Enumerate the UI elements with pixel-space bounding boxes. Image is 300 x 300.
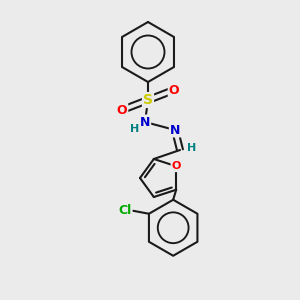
Text: O: O — [117, 103, 127, 116]
Text: O: O — [172, 161, 181, 171]
Text: H: H — [130, 124, 140, 134]
Text: H: H — [188, 143, 196, 153]
Text: S: S — [143, 93, 153, 107]
Text: N: N — [170, 124, 180, 136]
Text: Cl: Cl — [118, 204, 132, 217]
Text: O: O — [169, 83, 179, 97]
Text: N: N — [140, 116, 150, 128]
